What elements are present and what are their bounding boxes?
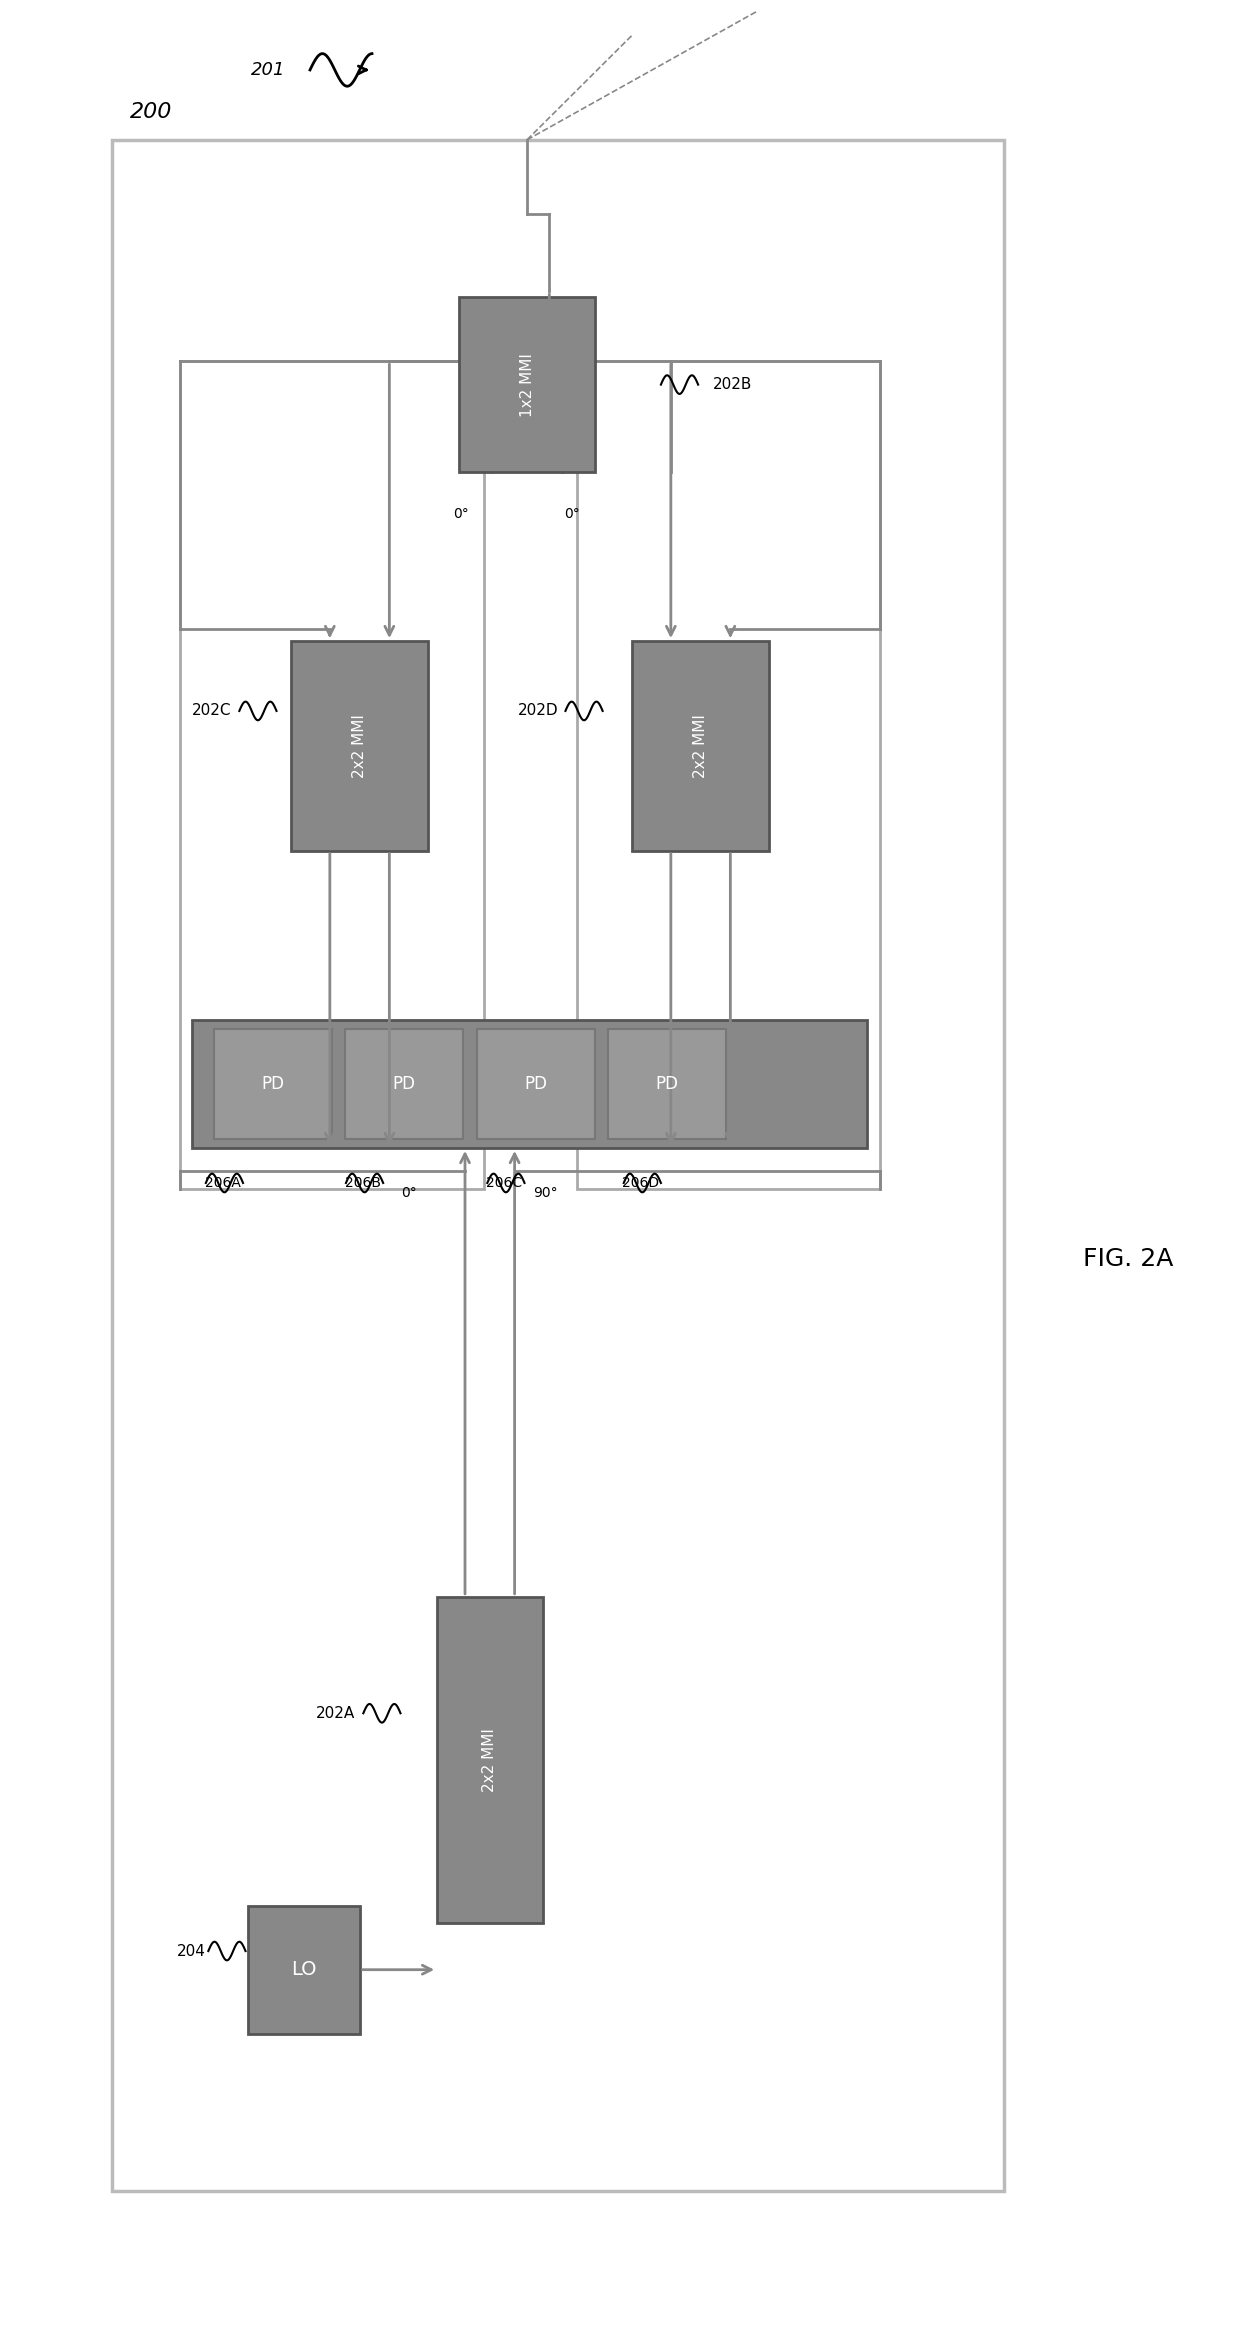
Text: 1x2 MMI: 1x2 MMI: [520, 352, 534, 417]
Text: PD: PD: [393, 1075, 415, 1093]
Text: 202A: 202A: [316, 1706, 356, 1720]
FancyBboxPatch shape: [345, 1030, 464, 1140]
Text: 2x2 MMI: 2x2 MMI: [693, 713, 708, 779]
Text: 0°: 0°: [564, 506, 579, 522]
Text: LO: LO: [291, 1960, 316, 1979]
Text: 90°: 90°: [533, 1186, 558, 1200]
Text: 206C: 206C: [486, 1175, 522, 1191]
Text: 204: 204: [177, 1944, 206, 1958]
FancyBboxPatch shape: [438, 1597, 543, 1923]
Text: 202D: 202D: [518, 704, 559, 718]
Text: 200: 200: [130, 103, 172, 121]
Text: 2x2 MMI: 2x2 MMI: [352, 713, 367, 779]
Text: PD: PD: [656, 1075, 678, 1093]
FancyBboxPatch shape: [191, 1021, 868, 1149]
Text: PD: PD: [262, 1075, 284, 1093]
Text: 0°: 0°: [402, 1186, 417, 1200]
Text: 206A: 206A: [205, 1175, 241, 1191]
Text: 0°: 0°: [454, 506, 469, 522]
FancyBboxPatch shape: [459, 298, 595, 473]
FancyBboxPatch shape: [476, 1030, 595, 1140]
Text: 2x2 MMI: 2x2 MMI: [482, 1727, 497, 1793]
Text: PD: PD: [525, 1075, 547, 1093]
Text: 206B: 206B: [345, 1175, 381, 1191]
Text: 201: 201: [250, 61, 285, 79]
FancyBboxPatch shape: [248, 1907, 360, 2033]
FancyBboxPatch shape: [213, 1030, 331, 1140]
FancyBboxPatch shape: [609, 1030, 727, 1140]
Text: 202C: 202C: [192, 704, 232, 718]
Text: 202B: 202B: [713, 378, 753, 392]
FancyBboxPatch shape: [632, 641, 769, 851]
Text: FIG. 2A: FIG. 2A: [1084, 1247, 1173, 1270]
Text: 206D: 206D: [622, 1175, 660, 1191]
FancyBboxPatch shape: [291, 641, 428, 851]
